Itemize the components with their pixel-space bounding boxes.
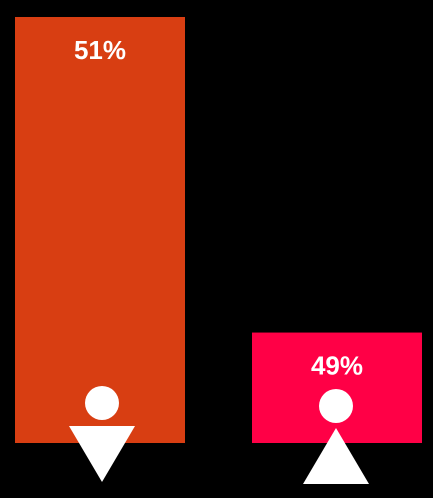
labels-layer: 51% 49%	[74, 35, 363, 381]
icon-head	[319, 389, 353, 423]
icon-body	[69, 426, 135, 482]
icon-head	[85, 386, 119, 420]
person-up-triangle-icon	[303, 389, 369, 484]
icon-body	[303, 428, 369, 484]
bar-2	[252, 332, 422, 443]
bar-value-label-1: 51%	[74, 35, 126, 65]
person-down-triangle-icon	[69, 386, 135, 482]
bar-value-label-2: 49%	[311, 351, 363, 381]
bar-1	[15, 17, 185, 443]
bars-layer	[15, 17, 422, 443]
icons-layer	[69, 386, 369, 484]
